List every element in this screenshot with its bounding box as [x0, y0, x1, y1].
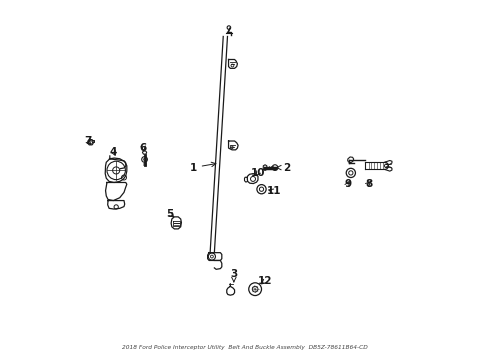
Text: 2018 Ford Police Interceptor Utility  Belt And Buckle Assembly  DB5Z-78611B64-CD: 2018 Ford Police Interceptor Utility Bel…: [122, 345, 366, 350]
Text: 3: 3: [230, 269, 237, 282]
Text: 4: 4: [109, 147, 117, 157]
Text: 11: 11: [266, 186, 280, 196]
Text: 12: 12: [257, 276, 272, 286]
Text: 9: 9: [344, 179, 351, 189]
Text: 10: 10: [250, 168, 264, 178]
Text: 8: 8: [364, 179, 371, 189]
Text: 1: 1: [189, 162, 215, 172]
Text: 5: 5: [166, 209, 173, 219]
Text: 6: 6: [140, 143, 147, 153]
Circle shape: [226, 26, 230, 30]
Text: 7: 7: [84, 136, 91, 146]
Text: 2: 2: [276, 163, 290, 172]
